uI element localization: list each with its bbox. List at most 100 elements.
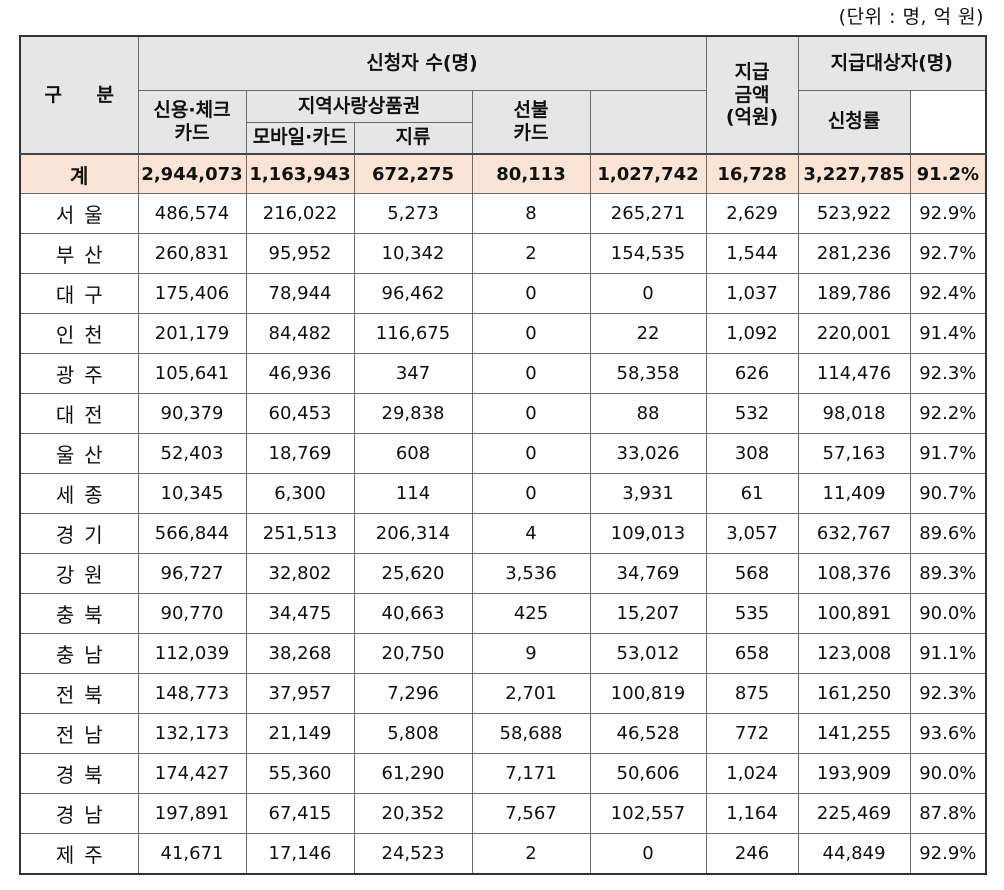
cell: 193,909 <box>797 753 911 794</box>
cell: 100,891 <box>797 593 911 634</box>
cell: 21,149 <box>245 713 355 754</box>
cell: 114 <box>353 473 473 514</box>
cell: 34,769 <box>589 553 707 594</box>
cell: 84,482 <box>245 313 355 354</box>
division-header: 구 분 <box>19 35 139 155</box>
cell: 3,227,785 <box>797 153 911 194</box>
total-row: 계 2,944,073 1,163,943 672,275 80,113 1,0… <box>19 153 987 194</box>
cell: 175,406 <box>137 273 247 314</box>
cell: 535 <box>705 593 799 634</box>
cell: 632,767 <box>797 513 911 554</box>
cell: 1,163,943 <box>245 153 355 194</box>
cell: 5,808 <box>353 713 473 754</box>
row-label: 울산 <box>19 433 139 474</box>
cell: 22 <box>589 313 707 354</box>
row-label: 계 <box>19 153 139 194</box>
row-label: 충남 <box>19 633 139 674</box>
cell: 425 <box>471 593 591 634</box>
cell: 67,415 <box>245 793 355 834</box>
paid-amount-header: 지급 금액 (억원) <box>705 35 799 155</box>
row-label: 대구 <box>19 273 139 314</box>
cell: 55,360 <box>245 753 355 794</box>
cell: 347 <box>353 353 473 394</box>
cell: 92.9% <box>909 833 987 875</box>
cell: 0 <box>471 433 591 474</box>
cell: 20,352 <box>353 793 473 834</box>
cell: 6,300 <box>245 473 355 514</box>
cell: 9 <box>471 633 591 674</box>
cell: 78,944 <box>245 273 355 314</box>
row-label: 세종 <box>19 473 139 514</box>
cell: 0 <box>471 273 591 314</box>
cell: 1,024 <box>705 753 799 794</box>
cell: 189,786 <box>797 273 911 314</box>
table-row: 대구 175,406 78,944 96,462 0 0 1,037 189,786 92.4% <box>19 273 987 314</box>
cell: 80,113 <box>471 153 591 194</box>
row-label: 경북 <box>19 753 139 794</box>
cell: 100,819 <box>589 673 707 714</box>
cell: 197,891 <box>137 793 247 834</box>
row-label: 경남 <box>19 793 139 834</box>
cell: 206,314 <box>353 513 473 554</box>
cell: 1,544 <box>705 233 799 274</box>
row-label: 충북 <box>19 593 139 634</box>
cell: 112,039 <box>137 633 247 674</box>
table-row: 대전 90,379 60,453 29,838 0 88 532 98,018 92.2% <box>19 393 987 434</box>
cell: 108,376 <box>797 553 911 594</box>
cell: 96,727 <box>137 553 247 594</box>
table-row: 충북 90,770 34,475 40,663 425 15,207 535 100,891 9… <box>19 593 987 634</box>
cell: 5,273 <box>353 193 473 234</box>
cell: 34,475 <box>245 593 355 634</box>
row-label: 강원 <box>19 553 139 594</box>
cell: 281,236 <box>797 233 911 274</box>
table-row: 제주 41,671 17,146 24,523 2 0 246 44,849 92.9% <box>19 833 987 875</box>
cell: 33,026 <box>589 433 707 474</box>
cell: 174,427 <box>137 753 247 794</box>
cell: 98,018 <box>797 393 911 434</box>
cell: 92.4% <box>909 273 987 314</box>
cell: 7,296 <box>353 673 473 714</box>
cell: 58,358 <box>589 353 707 394</box>
row-label: 대전 <box>19 393 139 434</box>
cell: 566,844 <box>137 513 247 554</box>
cell: 60,453 <box>245 393 355 434</box>
cell: 40,663 <box>353 593 473 634</box>
cell: 37,957 <box>245 673 355 714</box>
cell: 90.0% <box>909 593 987 634</box>
cell: 53,012 <box>589 633 707 674</box>
cell: 92.3% <box>909 673 987 714</box>
row-label: 제주 <box>19 833 139 875</box>
cell: 61 <box>705 473 799 514</box>
cell: 201,179 <box>137 313 247 354</box>
cell: 523,922 <box>797 193 911 234</box>
cell: 50,606 <box>589 753 707 794</box>
cell: 41,671 <box>137 833 247 875</box>
cell: 3,536 <box>471 553 591 594</box>
cell: 20,750 <box>353 633 473 674</box>
rate-header: 신청률 <box>797 89 911 155</box>
paper-header: 지류 <box>353 121 473 155</box>
unit-note: (단위 : 명, 억 원) <box>838 6 984 28</box>
row-label: 전북 <box>19 673 139 714</box>
cell: 308 <box>705 433 799 474</box>
cell: 102,557 <box>589 793 707 834</box>
table-row: 서울 486,574 216,022 5,273 8 265,271 2,629 523,92… <box>19 193 987 234</box>
row-label: 인천 <box>19 313 139 354</box>
cell: 89.3% <box>909 553 987 594</box>
cell: 91.4% <box>909 313 987 354</box>
cell: 88 <box>589 393 707 434</box>
cell: 46,528 <box>589 713 707 754</box>
cell: 15,207 <box>589 593 707 634</box>
cell: 116,675 <box>353 313 473 354</box>
cell: 90.7% <box>909 473 987 514</box>
row-label: 경기 <box>19 513 139 554</box>
cell: 58,688 <box>471 713 591 754</box>
cell: 260,831 <box>137 233 247 274</box>
row-label: 광주 <box>19 353 139 394</box>
cell: 91.1% <box>909 633 987 674</box>
cell: 608 <box>353 433 473 474</box>
cell: 61,290 <box>353 753 473 794</box>
cell: 772 <box>705 713 799 754</box>
table-row: 강원 96,727 32,802 25,620 3,536 34,769 568 108,37… <box>19 553 987 594</box>
table-row: 전북 148,773 37,957 7,296 2,701 100,819 875 161,2… <box>19 673 987 714</box>
